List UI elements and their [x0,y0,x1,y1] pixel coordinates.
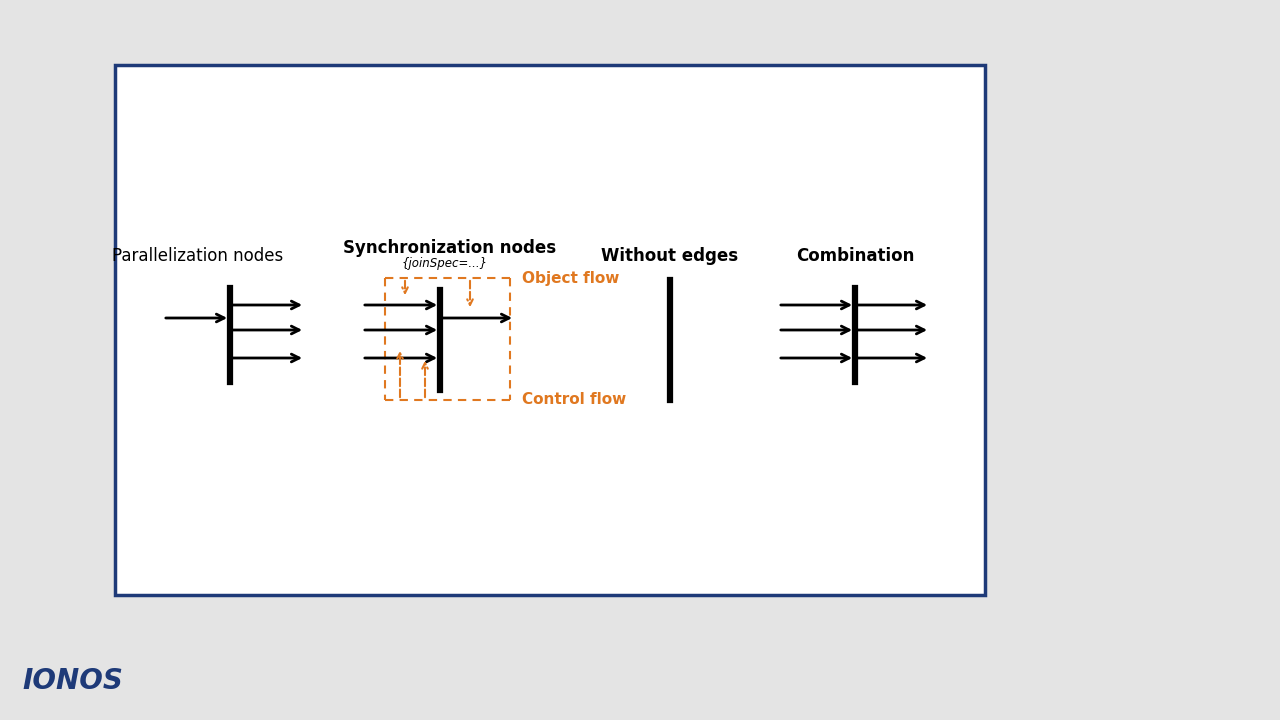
Text: Without edges: Without edges [602,247,739,265]
Text: Parallelization nodes: Parallelization nodes [113,247,284,265]
Text: Object flow: Object flow [522,271,620,286]
Text: Control flow: Control flow [522,392,626,408]
Text: {joinSpec=...}: {joinSpec=...} [402,258,488,271]
Text: Combination: Combination [796,247,914,265]
Text: IONOS: IONOS [22,667,123,695]
FancyBboxPatch shape [115,65,986,595]
Text: Synchronization nodes: Synchronization nodes [343,239,557,257]
